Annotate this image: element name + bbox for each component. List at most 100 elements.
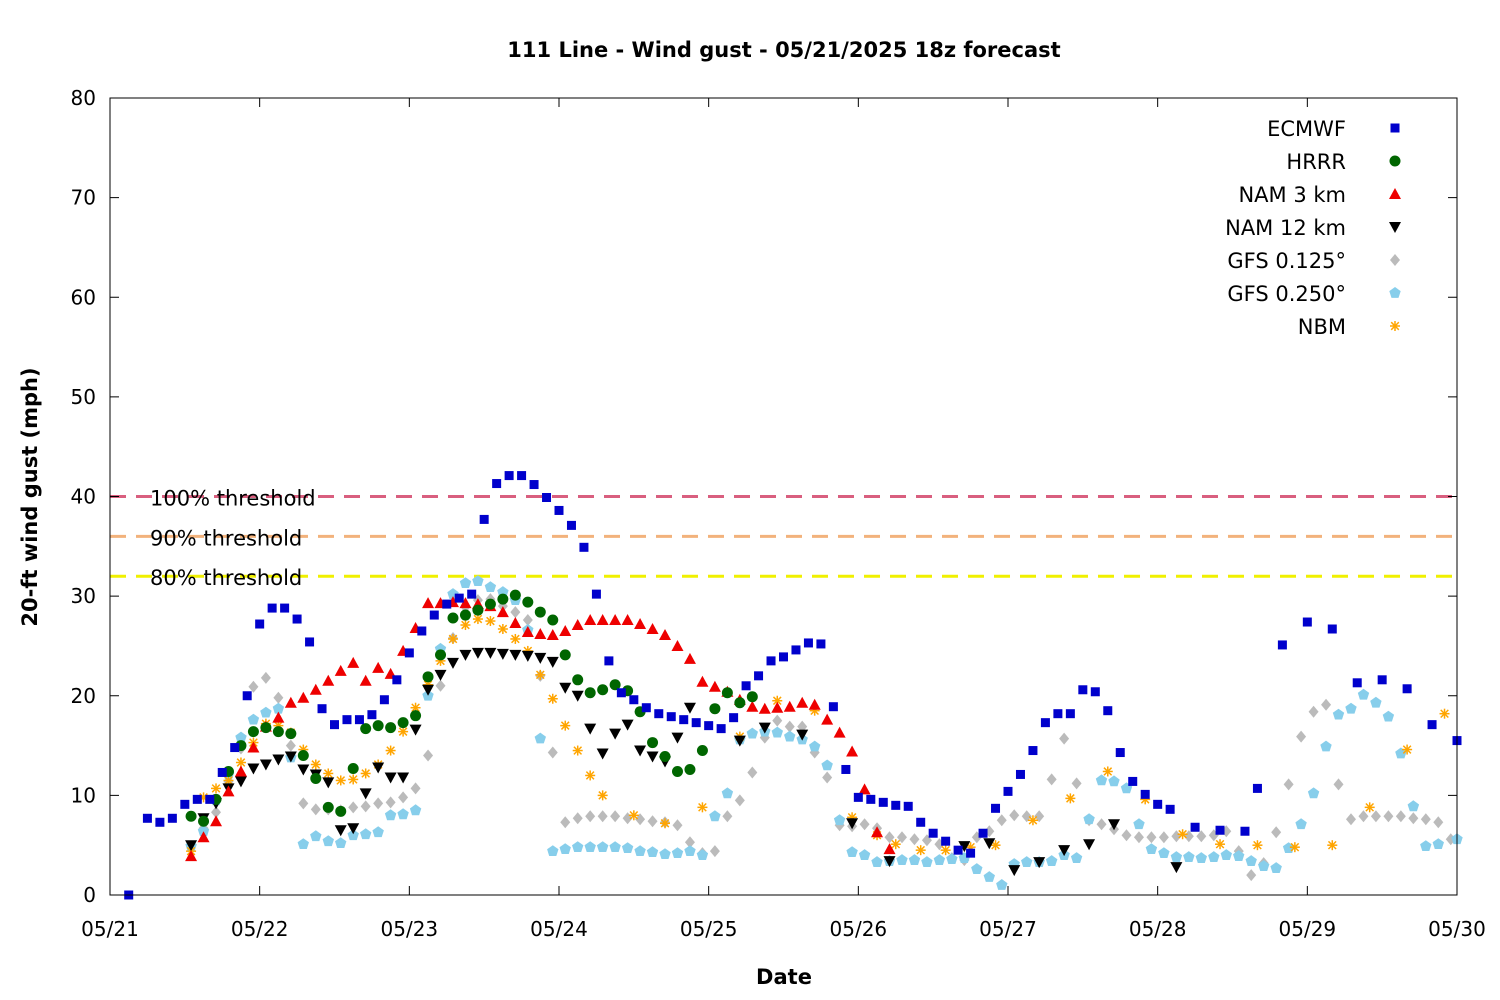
data-point xyxy=(646,623,659,635)
data-point xyxy=(784,720,795,733)
chart-title: 111 Line - Wind gust - 05/21/2025 18z fo… xyxy=(507,38,1060,62)
data-point xyxy=(696,849,709,860)
data-point xyxy=(1170,862,1183,874)
data-point xyxy=(542,492,552,502)
y-tick-label: 50 xyxy=(71,385,96,409)
data-point xyxy=(446,657,459,669)
data-point xyxy=(609,679,621,691)
data-point xyxy=(978,828,988,838)
legend: ECMWF HRRR NAM 3 km NAM 12 km GFS 0.125° GFS … xyxy=(1225,117,1401,339)
data-point xyxy=(766,656,776,666)
data-point xyxy=(1046,773,1057,786)
data-point xyxy=(604,656,614,666)
data-point xyxy=(234,765,247,777)
legend-marker xyxy=(1389,287,1401,298)
data-point xyxy=(734,794,745,807)
data-point xyxy=(1096,818,1107,831)
data-point xyxy=(641,703,651,713)
data-point xyxy=(891,800,901,810)
data-point xyxy=(746,691,758,703)
data-point xyxy=(1195,852,1207,863)
data-point xyxy=(385,796,396,809)
data-point xyxy=(284,696,297,708)
data-point xyxy=(222,785,235,797)
data-point xyxy=(322,835,334,847)
data-point xyxy=(609,614,622,626)
data-point xyxy=(659,628,672,640)
data-point xyxy=(1402,744,1413,755)
data-point xyxy=(260,671,271,684)
data-point xyxy=(584,723,597,735)
data-point xyxy=(683,652,696,664)
data-point xyxy=(521,625,534,637)
data-point xyxy=(1307,787,1320,799)
data-point xyxy=(708,680,721,692)
threshold-label: 80% threshold xyxy=(150,566,302,590)
data-point xyxy=(1165,804,1175,814)
data-point xyxy=(517,471,527,481)
data-point xyxy=(571,619,584,631)
data-point xyxy=(635,813,646,826)
data-point xyxy=(247,713,260,725)
data-point xyxy=(734,697,746,709)
data-point xyxy=(1121,829,1132,842)
data-point xyxy=(1040,718,1050,728)
series-nam-12-km xyxy=(185,647,1183,877)
data-point xyxy=(1345,702,1357,714)
data-point xyxy=(890,839,901,850)
data-point xyxy=(210,815,223,827)
data-point xyxy=(409,724,422,736)
data-point xyxy=(634,618,647,630)
data-point xyxy=(155,817,165,827)
data-point xyxy=(1240,826,1250,836)
data-point xyxy=(990,840,1001,851)
data-point xyxy=(596,841,609,852)
data-point xyxy=(659,848,671,859)
data-point xyxy=(422,684,435,696)
legend-marker xyxy=(1389,188,1401,199)
data-point xyxy=(609,728,622,740)
data-point xyxy=(248,680,259,693)
data-point xyxy=(941,836,951,846)
data-point xyxy=(292,614,302,624)
data-point xyxy=(434,669,447,681)
data-point xyxy=(671,732,684,744)
data-point xyxy=(629,695,639,705)
data-point xyxy=(546,656,559,668)
data-point xyxy=(1133,818,1145,830)
data-point xyxy=(285,728,297,740)
data-point xyxy=(621,842,634,853)
data-point xyxy=(596,748,609,760)
data-point xyxy=(497,593,509,605)
data-point xyxy=(410,782,421,795)
data-point xyxy=(372,762,385,774)
data-point xyxy=(684,836,695,849)
data-point xyxy=(616,688,626,698)
data-point xyxy=(1183,830,1194,843)
series-nbm xyxy=(186,614,1450,857)
data-point xyxy=(808,698,821,710)
data-point xyxy=(297,838,309,849)
data-point xyxy=(996,879,1008,890)
data-point xyxy=(372,826,384,838)
data-point xyxy=(883,843,896,855)
data-point xyxy=(423,749,434,762)
data-point xyxy=(1153,799,1163,809)
legend-marker xyxy=(1390,254,1400,266)
data-point xyxy=(659,751,671,763)
data-point xyxy=(235,757,246,768)
data-point xyxy=(722,810,733,823)
data-point xyxy=(579,542,589,552)
data-point xyxy=(459,649,472,661)
legend-label: NAM 3 km xyxy=(1238,183,1346,207)
data-point xyxy=(554,505,564,515)
data-point xyxy=(1034,810,1045,823)
data-point xyxy=(709,703,721,715)
data-point xyxy=(991,803,1001,813)
data-point xyxy=(348,801,359,814)
data-point xyxy=(547,614,559,626)
y-tick-label: 60 xyxy=(71,285,96,309)
data-point xyxy=(522,614,533,627)
data-point xyxy=(903,801,913,811)
